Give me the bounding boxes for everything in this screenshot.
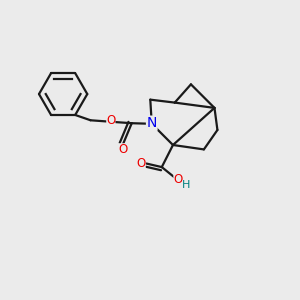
Text: N: N [147, 116, 157, 130]
Text: O: O [118, 143, 127, 156]
Text: O: O [136, 157, 146, 170]
Text: H: H [182, 180, 191, 190]
Text: O: O [106, 114, 116, 128]
Text: O: O [173, 173, 183, 186]
